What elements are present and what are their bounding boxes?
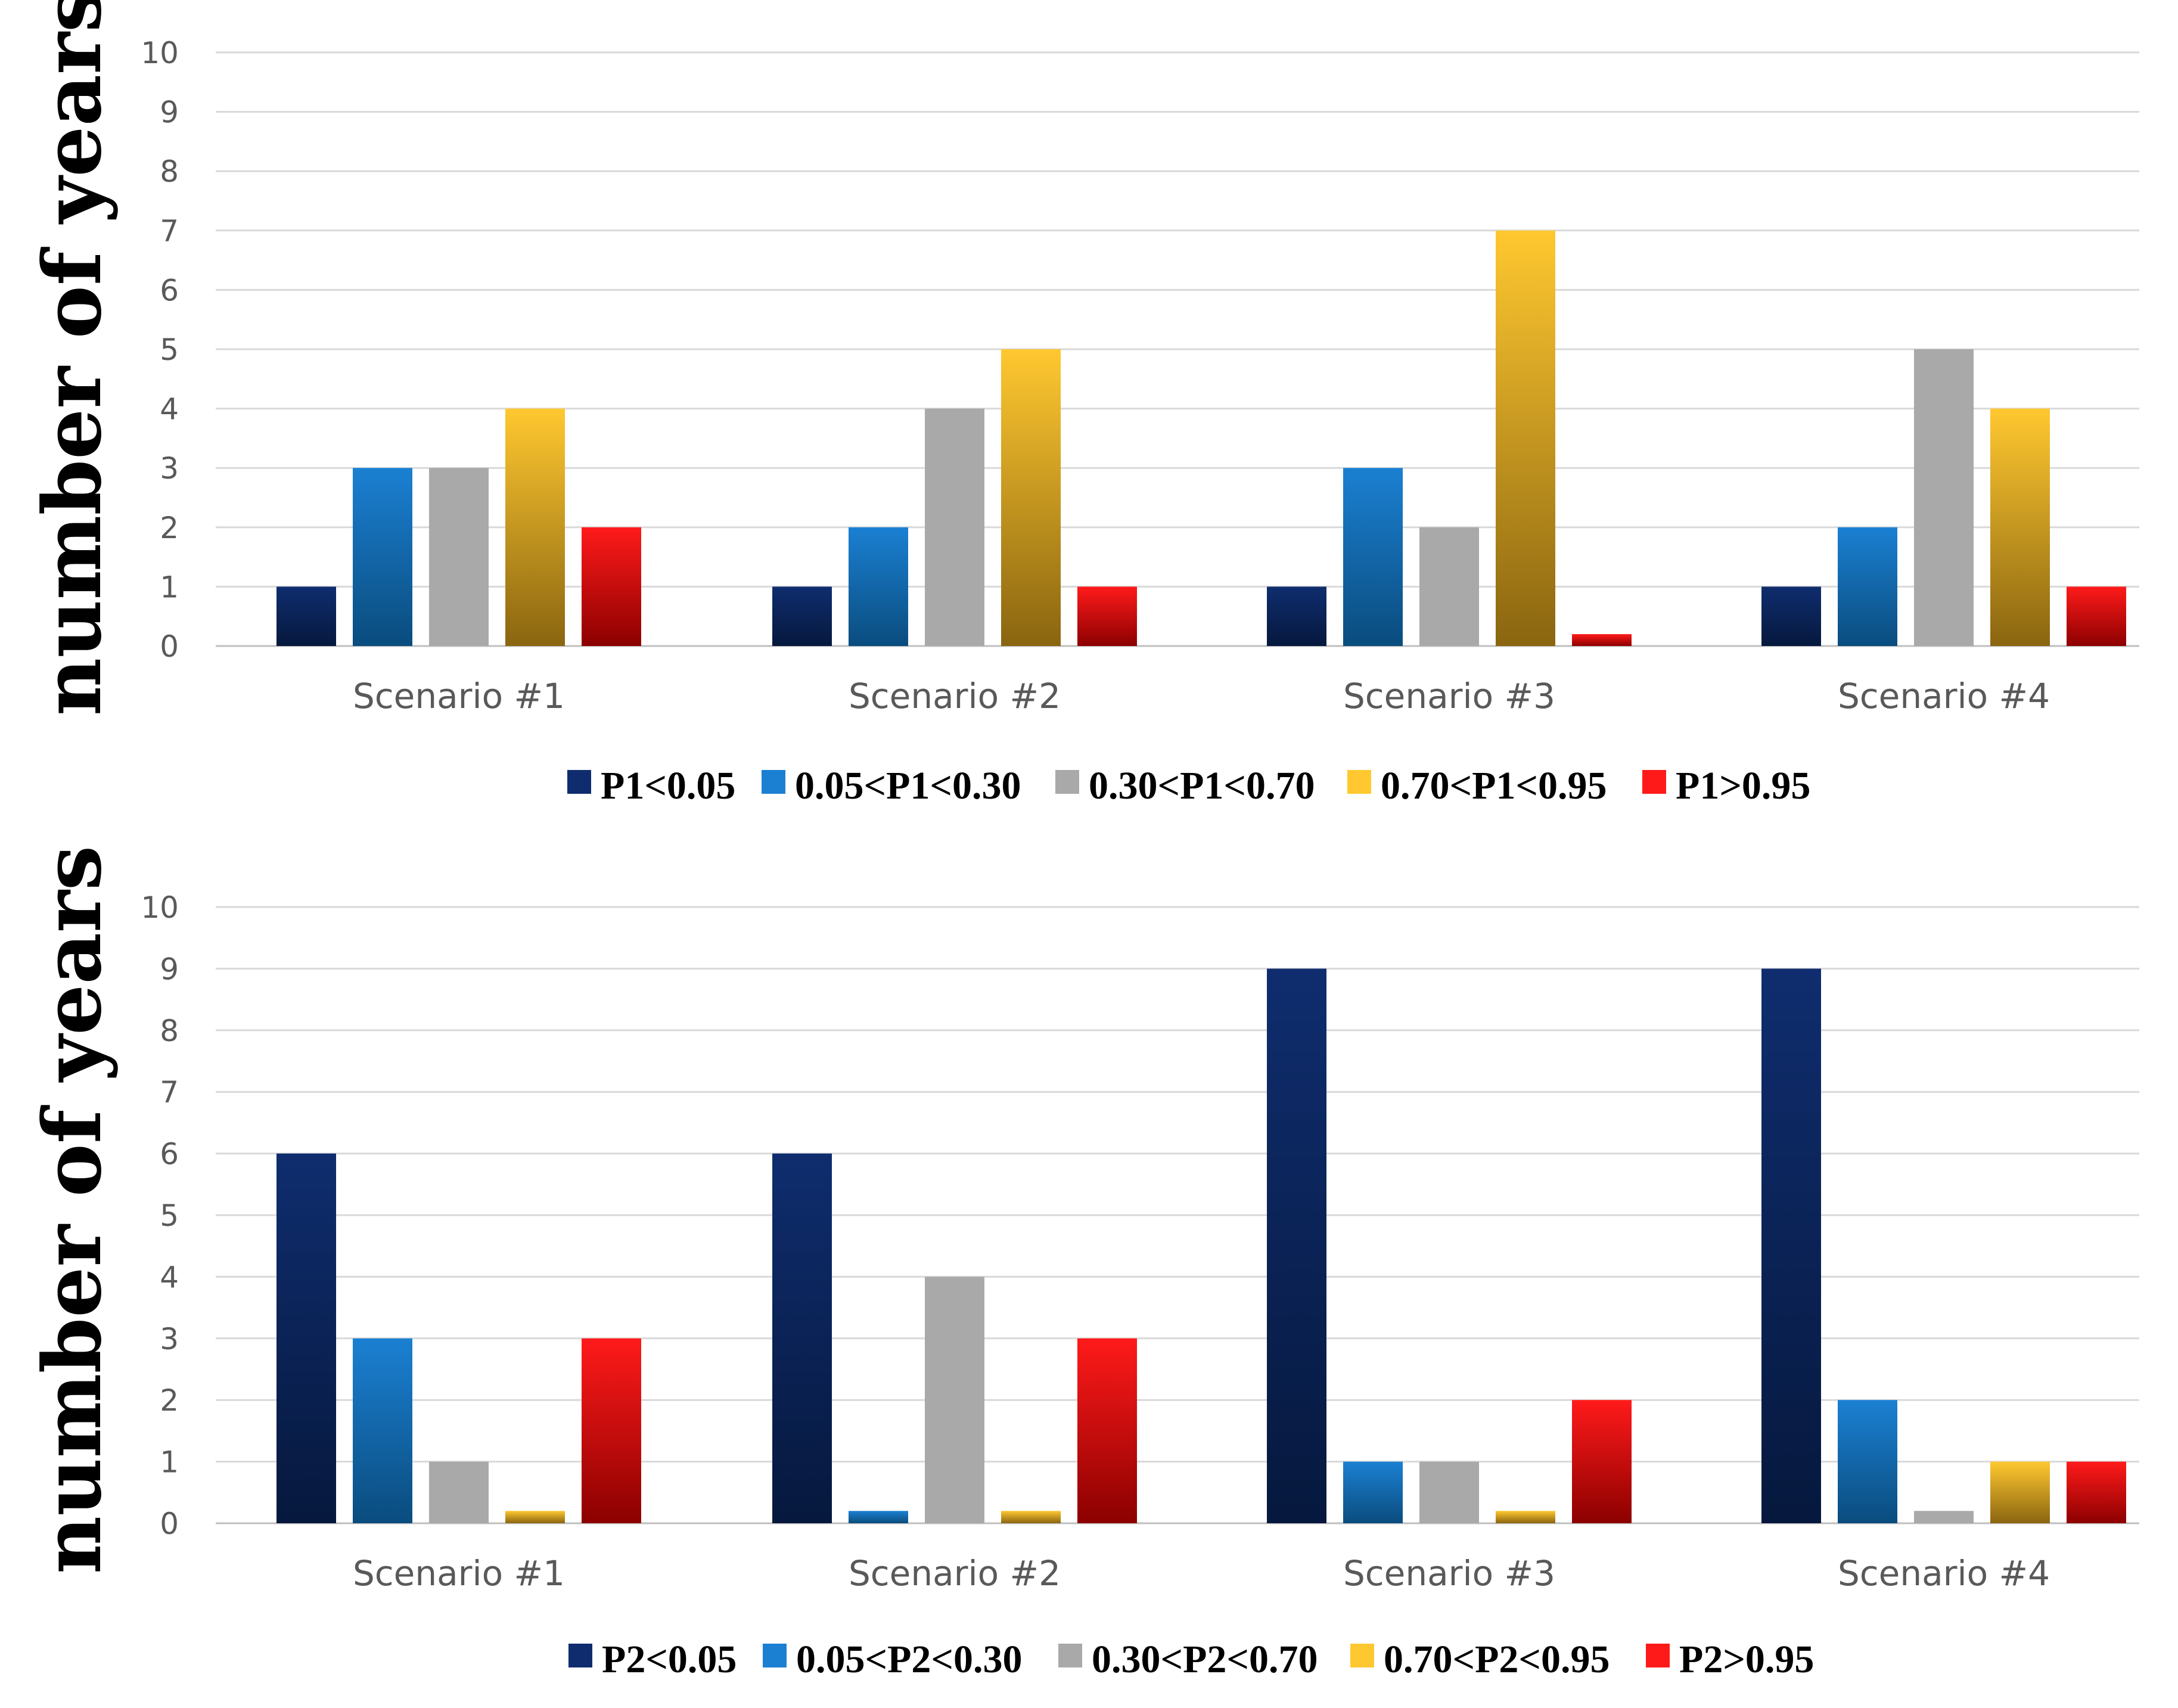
bar — [1077, 586, 1137, 646]
bar — [1990, 408, 2050, 646]
y-tick-label: 7 — [160, 1075, 179, 1110]
x-tick-label: Scenario #4 — [1838, 676, 2050, 716]
legend-swatch — [763, 1644, 787, 1667]
y-tick-label: 8 — [160, 1014, 179, 1048]
legend-swatch — [1055, 770, 1079, 794]
bar — [582, 527, 641, 646]
bar — [582, 1338, 641, 1523]
bar — [849, 1511, 908, 1523]
bar — [925, 408, 984, 646]
bar — [1990, 1461, 2050, 1523]
x-tick-label: Scenario #2 — [849, 1553, 1061, 1594]
y-tick-label: 6 — [160, 273, 179, 308]
legend-label: 0.70<P1<0.95 — [1381, 764, 1607, 808]
x-tick-label: Scenario #3 — [1343, 676, 1555, 716]
y-tick-label: 2 — [160, 1383, 179, 1418]
x-tick-label: Scenario #1 — [353, 1553, 565, 1594]
legend-swatch — [1350, 1644, 1374, 1667]
y-tick-label: 7 — [160, 214, 179, 249]
legend-swatch — [1646, 1644, 1670, 1667]
bar — [772, 1153, 832, 1523]
x-tick-label: Scenario #2 — [849, 676, 1061, 716]
legend-label: 0.05<P1<0.30 — [795, 764, 1021, 808]
y-axis-label: number of years — [25, 846, 119, 1575]
x-tick-label: Scenario #4 — [1838, 1553, 2050, 1594]
y-axis-label: number of years — [25, 0, 119, 716]
bar — [1001, 1511, 1061, 1523]
bar — [1838, 527, 1897, 646]
bar — [1761, 968, 1821, 1523]
legend-swatch — [568, 1644, 592, 1667]
legend-swatch — [762, 770, 785, 794]
y-tick-label: 0 — [160, 629, 179, 664]
y-tick-label: 4 — [160, 392, 179, 427]
legend-label: 0.70<P2<0.95 — [1384, 1638, 1610, 1681]
legend-label: P2>0.95 — [1679, 1638, 1814, 1681]
legend-swatch — [1642, 770, 1666, 794]
y-tick-label: 0 — [160, 1507, 179, 1541]
y-tick-label: 2 — [160, 511, 179, 545]
bar — [1496, 1511, 1555, 1523]
bar — [1267, 586, 1326, 646]
bar — [1761, 586, 1821, 646]
bar — [1496, 230, 1555, 646]
bar — [1572, 634, 1632, 646]
y-tick-label: 5 — [160, 1198, 179, 1233]
legend-label: P1>0.95 — [1676, 764, 1810, 808]
bar — [429, 1461, 489, 1523]
bar — [1419, 527, 1479, 646]
bar — [2067, 586, 2126, 646]
bar — [505, 408, 565, 646]
bar — [2067, 1461, 2126, 1523]
x-tick-label: Scenario #3 — [1343, 1553, 1555, 1594]
y-tick-label: 1 — [160, 1445, 179, 1480]
bar — [1077, 1338, 1137, 1523]
y-tick-label: 5 — [160, 333, 179, 367]
bar — [276, 586, 336, 646]
bar — [1267, 968, 1326, 1523]
bar — [429, 468, 489, 646]
bar — [925, 1277, 984, 1523]
chart-p1: 0 1 2 3 4 5 6 7 8 9 10 number of years Scenario #1 Sc… — [25, 0, 2139, 808]
bar — [1914, 1511, 1974, 1523]
y-tick-label: 9 — [160, 95, 179, 130]
bar — [1914, 349, 1974, 646]
bar — [353, 468, 412, 646]
y-tick-label: 10 — [141, 890, 179, 925]
legend-label: 0.30<P1<0.70 — [1089, 764, 1315, 808]
y-tick-label: 9 — [160, 952, 179, 986]
legend-swatch — [567, 770, 591, 794]
y-tick-label: 6 — [160, 1137, 179, 1172]
bar — [276, 1153, 336, 1523]
legend-swatch — [1058, 1644, 1082, 1667]
legend-swatch — [1347, 770, 1371, 794]
x-tick-label: Scenario #1 — [353, 676, 565, 716]
legend-label: P1<0.05 — [601, 764, 735, 808]
legend-label: P2<0.05 — [602, 1638, 737, 1681]
bar — [1343, 1461, 1403, 1523]
y-tick-label: 1 — [160, 570, 179, 604]
bar — [1001, 349, 1061, 646]
y-tick-label: 3 — [160, 451, 179, 486]
legend-label: 0.05<P2<0.30 — [796, 1638, 1023, 1681]
y-tick-label: 10 — [141, 36, 179, 70]
y-tick-label: 3 — [160, 1322, 179, 1356]
bar — [505, 1511, 565, 1523]
y-tick-label: 8 — [160, 154, 179, 189]
bar — [1343, 468, 1403, 646]
legend-label: 0.30<P2<0.70 — [1092, 1638, 1318, 1681]
bar — [1419, 1461, 1479, 1523]
y-tick-label: 4 — [160, 1260, 179, 1294]
bar — [849, 527, 908, 646]
chart-p2: 0 1 2 3 4 5 6 7 8 9 10 number of years Scenario #1 Sc… — [25, 846, 2139, 1681]
bar — [1572, 1400, 1632, 1523]
bar — [353, 1338, 412, 1523]
bar — [772, 586, 832, 646]
bar — [1838, 1400, 1897, 1523]
